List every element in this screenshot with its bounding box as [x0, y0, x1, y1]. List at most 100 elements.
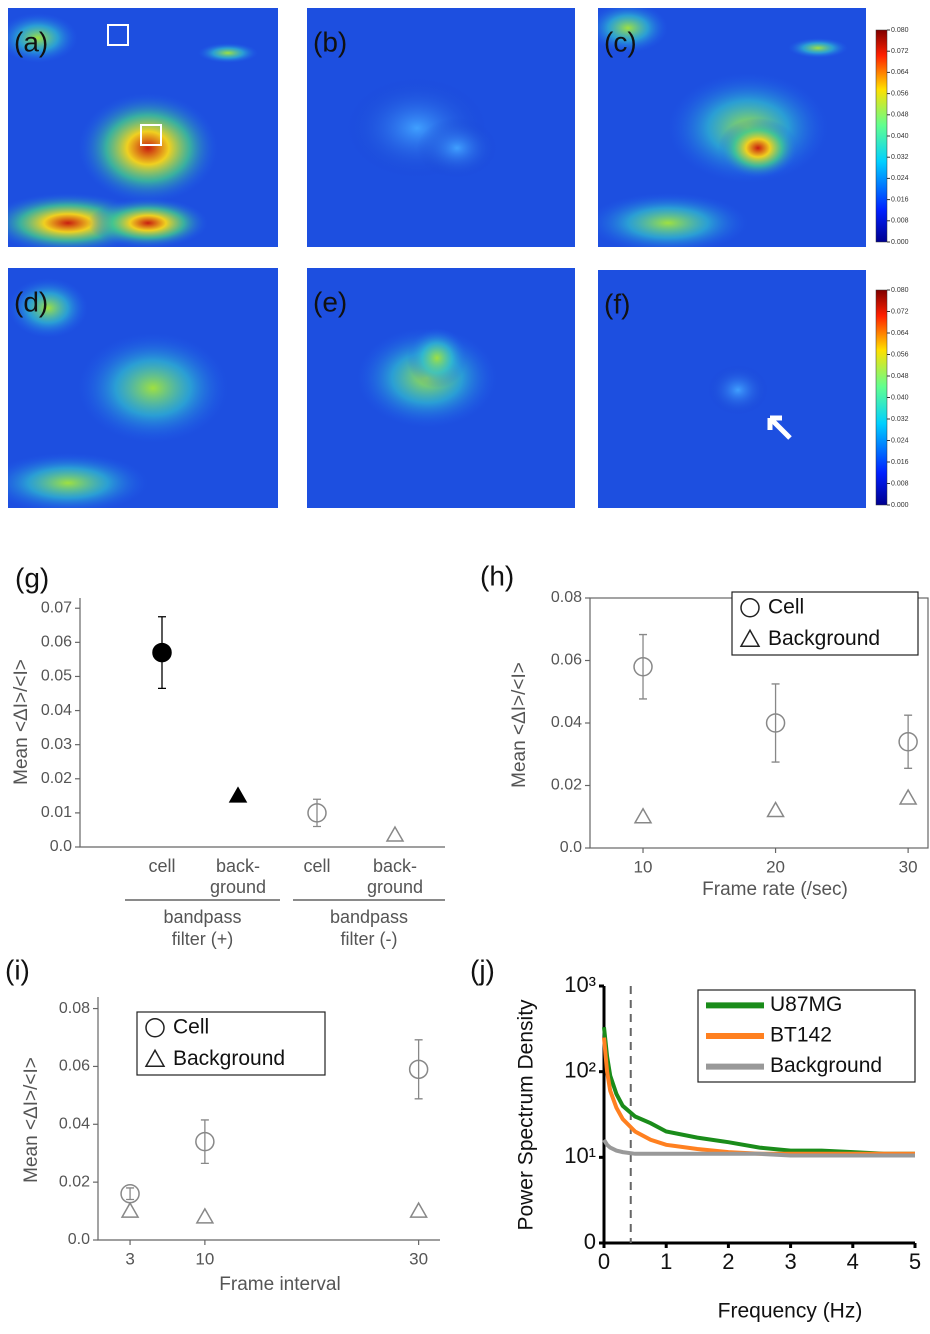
y-tick-label: 0.02 [41, 770, 72, 787]
x-tick-label: 10 [195, 1249, 214, 1268]
colorbar-tick-label: 0.072 [891, 308, 909, 315]
group-label: bandpass [163, 907, 241, 927]
y-tick-label: 0.06 [551, 652, 582, 669]
group-label: filter (-) [341, 929, 398, 949]
colorbar-tick-label: 0.064 [891, 69, 909, 76]
y-tick-label: 0.04 [59, 1116, 90, 1133]
group-label: filter (+) [172, 929, 234, 949]
y-tick-label: 0.06 [59, 1058, 90, 1075]
roi-box [140, 124, 162, 146]
panel-label: (g) [15, 562, 49, 593]
colorbar-tick-label: 0.080 [891, 287, 909, 294]
error-bar [200, 1119, 209, 1164]
roi-box [107, 24, 129, 46]
y-tick-label: 0.08 [59, 1000, 90, 1017]
colorbar-tick-label: 0.024 [891, 175, 909, 182]
cell-signal [598, 8, 668, 53]
legend-swatch [739, 628, 761, 647]
data-point [307, 803, 327, 823]
legend-swatch [145, 1018, 165, 1038]
axes [79, 598, 445, 848]
data-point [409, 1201, 428, 1218]
x-axis-label: Frame rate (/sec) [702, 879, 848, 900]
panel-label: (b) [313, 26, 347, 57]
colorbar-tick-label: 0.072 [891, 48, 909, 55]
panel-label: (e) [313, 286, 347, 317]
cell-signal [598, 193, 748, 247]
cell-signal [788, 38, 848, 58]
panel-label: (i) [5, 954, 30, 985]
x-tick-label: 3 [125, 1249, 134, 1268]
cell-signal [78, 333, 228, 443]
colorbar-tick-label: 0.056 [891, 90, 909, 97]
panel-label: (a) [14, 26, 48, 57]
legend-label: BT142 [770, 1024, 832, 1047]
y-tick-label: 10² [564, 1057, 596, 1082]
y-tick-label: 0.02 [551, 777, 582, 794]
legend-box [731, 591, 919, 656]
data-point [898, 788, 918, 805]
cell-signal [8, 453, 148, 508]
legend-label: Background [770, 1054, 882, 1077]
data-point [195, 1131, 215, 1152]
x-tick-label: 30 [899, 857, 918, 876]
x-tick-label: 30 [409, 1249, 428, 1268]
y-axis-label: Mean <ΔI>/<I> [509, 662, 530, 788]
error-bar [904, 714, 913, 769]
cell-signal [8, 13, 78, 63]
data-point [898, 732, 918, 752]
panel-label: (d) [14, 286, 48, 317]
x-tick-label: 0 [598, 1249, 610, 1274]
colorbar-tick-label: 0.032 [891, 154, 909, 161]
x-category-label: back- [216, 856, 260, 876]
colorbar-tick-label: 0.000 [891, 502, 909, 509]
cell-signal [708, 365, 768, 415]
y-tick-label: 0.02 [59, 1173, 90, 1190]
x-category-label: cell [148, 856, 175, 876]
colorbar [875, 289, 888, 506]
error-bar [126, 1187, 135, 1201]
error-bar [771, 683, 780, 763]
heatmap-features [598, 8, 848, 247]
panel-label: (f) [604, 288, 630, 319]
heatmap-features [8, 13, 258, 247]
legend-swatch [740, 598, 760, 618]
y-tick-label: 0.0 [50, 838, 72, 855]
x-tick-label: 10 [634, 857, 653, 876]
panel-label: (j) [470, 954, 495, 985]
cell-signal [8, 278, 88, 338]
y-tick-label: 0.05 [41, 668, 72, 685]
x-tick-label: 3 [784, 1249, 796, 1274]
series-line [602, 1138, 915, 1158]
heatmap-features [357, 328, 497, 428]
cell-signal [718, 118, 798, 178]
heatmap-features [347, 78, 497, 178]
y-tick-label: 0.04 [551, 714, 582, 731]
y-tick-label: 0.07 [41, 599, 72, 616]
data-point [408, 1059, 429, 1080]
colorbar-tick-label: 0.024 [891, 437, 909, 444]
legend-label: Background [768, 627, 880, 650]
x-axis-label: Frequency (Hz) [718, 1300, 863, 1323]
y-tick-label: 0.04 [41, 702, 72, 719]
panel-label: (c) [604, 26, 637, 57]
legend-swatch [144, 1048, 166, 1067]
y-tick-label: 0 [584, 1229, 596, 1254]
x-category-label: ground [210, 877, 266, 897]
cell-signal [88, 198, 208, 247]
legend-label: Background [173, 1047, 285, 1070]
data-point [633, 657, 653, 677]
group-label: bandpass [330, 907, 408, 927]
x-tick-label: 1 [660, 1249, 672, 1274]
colorbar-tick-label: 0.016 [891, 196, 909, 203]
y-tick-label: 10³ [564, 972, 596, 997]
x-tick-label: 4 [847, 1249, 859, 1274]
error-bar [639, 633, 648, 700]
data-point [228, 786, 248, 803]
cell-signal [417, 118, 497, 178]
colorbar-tick-label: 0.064 [891, 330, 909, 337]
colorbar-tick-label: 0.032 [891, 416, 909, 423]
x-tick-label: 5 [909, 1249, 921, 1274]
x-category-label: cell [303, 856, 330, 876]
